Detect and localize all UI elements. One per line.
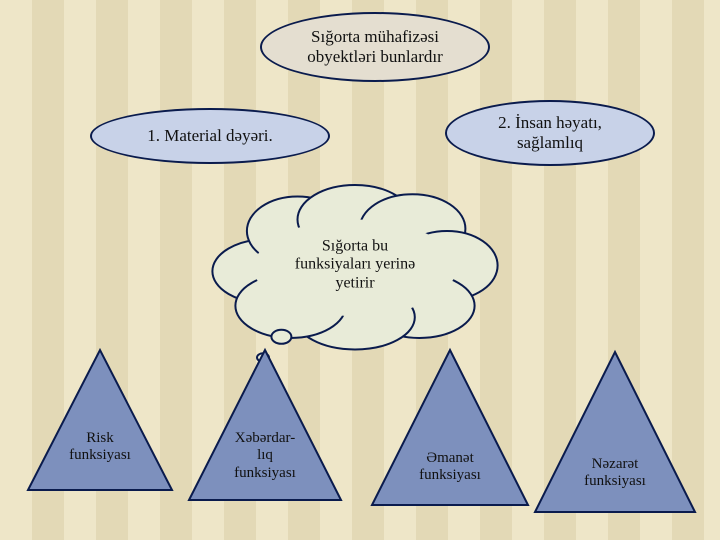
triangle-1-label: Risk funksiyası bbox=[42, 430, 157, 465]
triangle-1 bbox=[28, 350, 172, 490]
triangle-4-label: Nəzarət funksiyası bbox=[551, 456, 679, 491]
triangle-2-label: Xəbərdar- lıq funksiyası bbox=[204, 430, 326, 482]
triangle-3-label: Əmanət funksiyası bbox=[388, 450, 513, 485]
